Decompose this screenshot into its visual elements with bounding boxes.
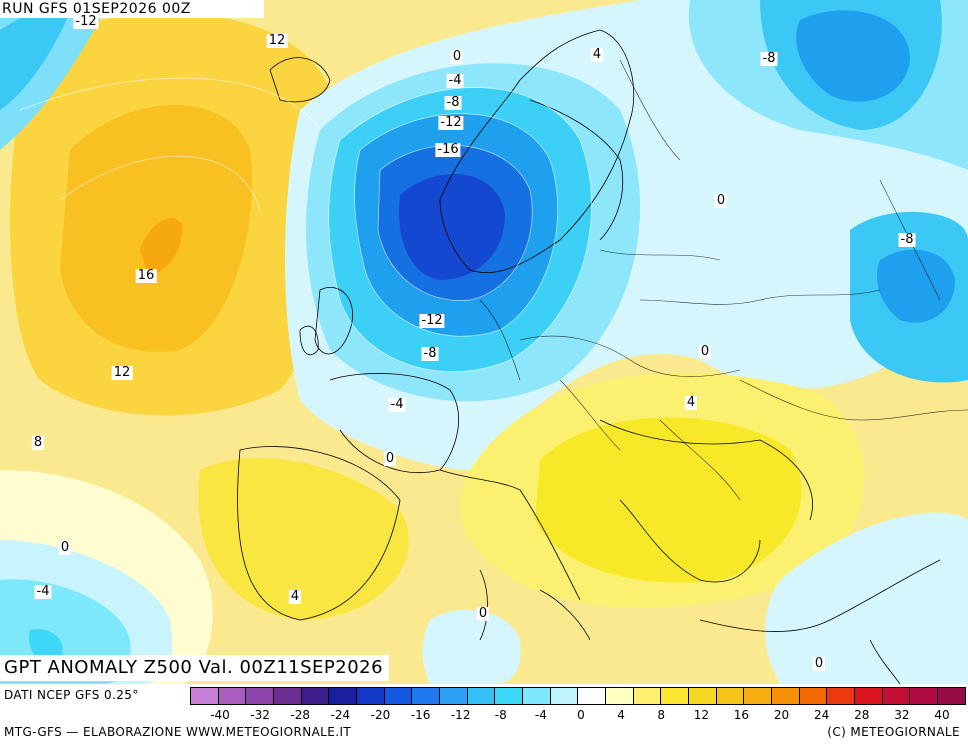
color-swatch: [301, 688, 330, 704]
scale-tick-label: -4: [534, 708, 547, 722]
color-swatch: [910, 688, 939, 704]
ridge-balkan-core: [535, 417, 802, 583]
validity-title: GPT ANOMALY Z500 Val. 00Z11SEP2026: [0, 655, 390, 681]
color-swatch: [467, 688, 496, 704]
contour-label: 4: [684, 395, 698, 410]
contour-label: 12: [266, 33, 288, 48]
contour-label: 0: [383, 451, 397, 466]
contour-label: 4: [590, 47, 604, 62]
contour-lines: [19, 77, 592, 373]
scale-tick-label: -24: [330, 708, 351, 722]
contour-label: 0: [714, 193, 728, 208]
scale-tick-label: -28: [290, 708, 311, 722]
color-scale: [190, 687, 966, 705]
color-swatch: [218, 688, 247, 704]
color-swatch: [855, 688, 883, 704]
low-southwest-max: [29, 629, 63, 663]
trough-16: [399, 173, 505, 280]
color-swatch: [523, 688, 551, 704]
contour-label: 0: [812, 656, 826, 671]
contour-label: 16: [135, 268, 157, 283]
contour-label: -4: [34, 584, 52, 599]
low-northeast-max: [796, 10, 910, 102]
scale-tick-label: 12: [693, 708, 709, 722]
scale-tick-label: -20: [370, 708, 391, 722]
low-southeast: [765, 512, 968, 684]
anomaly-field: [0, 0, 968, 684]
color-swatch: [716, 688, 745, 704]
credit-text: MTG-GFS — ELABORAZIONE WWW.METEOGIORNALE…: [4, 725, 352, 739]
color-swatch: [412, 688, 441, 704]
scale-tick-label: 20: [773, 708, 790, 722]
color-swatch: [274, 688, 302, 704]
contour-label: -8: [444, 95, 462, 110]
color-swatch: [661, 688, 690, 704]
scale-tick-label: 8: [657, 708, 666, 722]
contour-label: 12: [111, 365, 133, 380]
scale-tick-label: 24: [814, 708, 830, 722]
contour-label: 0: [450, 49, 464, 64]
color-swatch: [744, 688, 773, 704]
scale-tick-label: 0: [577, 708, 585, 722]
color-swatch: [357, 688, 385, 704]
low-east-core: [876, 249, 955, 323]
contour-label: -12: [73, 14, 99, 29]
color-swatch: [329, 688, 358, 704]
contour-label: -12: [419, 313, 445, 328]
scale-tick-label: 40: [934, 708, 950, 722]
low-south: [422, 609, 521, 684]
contour-label: 4: [288, 589, 302, 604]
contour-label: -4: [446, 73, 464, 88]
color-swatch: [246, 688, 275, 704]
borders: [479, 59, 968, 501]
contour-label: -4: [388, 397, 406, 412]
coastlines: [237, 29, 941, 684]
low-greenland-core: [0, 0, 75, 110]
scale-tick-label: 16: [733, 708, 750, 722]
contour-label: -8: [421, 346, 439, 361]
color-swatch: [772, 688, 800, 704]
scale-tick-label: 32: [894, 708, 910, 722]
color-scale-ticks: -40 -32 -28 -24 -20 -16 -12 -8 -4 0 4 8 12 16 20 24 28 32…: [190, 708, 966, 724]
scale-tick-label: -32: [250, 708, 270, 722]
color-swatch: [882, 688, 911, 704]
color-swatch: [550, 688, 579, 704]
contour-label: -12: [438, 115, 464, 130]
data-source: DATI NCEP GFS 0.25°: [4, 688, 139, 702]
contour-label: -8: [760, 51, 778, 66]
scale-tick-label: 4: [617, 708, 625, 722]
ridge-iberia: [198, 457, 409, 620]
ridge-atlantic-max: [140, 218, 183, 275]
contour-label: -16: [435, 142, 461, 157]
legend-panel: DATI NCEP GFS 0.25° -40 -32 -28 -24 -20 -16 -1…: [0, 684, 968, 745]
copyright-text: (C) METEOGIORNALE: [827, 725, 960, 739]
contour-label: 0: [698, 344, 712, 359]
color-swatch: [799, 688, 828, 704]
color-swatch: [495, 688, 524, 704]
color-swatch: [191, 688, 219, 704]
color-swatch: [633, 688, 662, 704]
contour-label: 8: [31, 435, 45, 450]
scale-tick-label: -16: [410, 708, 431, 722]
color-swatch: [440, 688, 468, 704]
contour-label: -8: [898, 232, 916, 247]
color-swatch: [938, 688, 965, 704]
anomaly-map: [0, 0, 968, 684]
color-swatch: [606, 688, 634, 704]
run-title: RUN GFS 01SEP2026 00Z: [0, 0, 264, 18]
scale-tick-label: -40: [210, 708, 230, 722]
color-swatch: [689, 688, 717, 704]
scale-tick-label: 28: [854, 708, 870, 722]
color-swatch: [827, 688, 856, 704]
scale-tick-label: -8: [494, 708, 507, 722]
contour-label: 0: [476, 606, 490, 621]
color-swatch: [578, 688, 607, 704]
contour-label: 0: [58, 540, 72, 555]
color-swatch: [384, 688, 413, 704]
scale-tick-label: -12: [450, 708, 471, 722]
